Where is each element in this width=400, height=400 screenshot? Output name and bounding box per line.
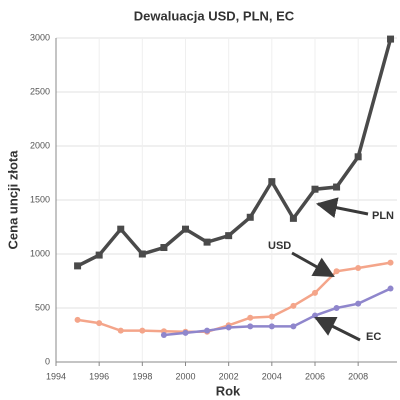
point — [268, 178, 276, 186]
point — [204, 327, 211, 334]
point — [160, 332, 167, 338]
x-tick-label: 2000 — [175, 371, 195, 381]
x-tick-label: 2006 — [305, 371, 325, 381]
point — [355, 265, 362, 272]
series-line — [77, 261, 391, 334]
point — [96, 320, 103, 327]
point — [246, 213, 254, 221]
y-tick-label: 1500 — [30, 194, 50, 204]
y-axis-label: Cena uncji złota — [5, 150, 20, 250]
point — [181, 225, 189, 233]
point — [117, 225, 125, 233]
point — [333, 268, 340, 275]
x-axis-label: Rok — [216, 383, 241, 398]
annotation: EC — [366, 331, 381, 343]
point — [139, 327, 146, 334]
annotations: PLN USD EC — [268, 197, 394, 343]
y-tick-label: 1000 — [30, 248, 50, 258]
y-tick-label: 500 — [35, 302, 50, 312]
point — [74, 262, 82, 270]
point — [138, 250, 146, 258]
arrow — [315, 197, 369, 219]
annotation: PLN — [372, 210, 394, 222]
series-line — [163, 287, 392, 337]
arrow — [291, 251, 335, 278]
point — [95, 251, 103, 259]
x-tick-label: 1996 — [89, 371, 109, 381]
chart-title: Dewaluacja USD, PLN, EC — [134, 8, 295, 23]
point — [225, 324, 232, 331]
point — [387, 259, 394, 266]
point — [203, 238, 211, 246]
x-tick-label: 1998 — [132, 371, 152, 381]
point — [247, 323, 254, 330]
point — [247, 314, 254, 321]
plot-area: 0 500 1000 1500 2000 2500 3000 1994 1996 1998 2000… — [30, 32, 397, 381]
point — [333, 183, 341, 191]
arrow — [314, 316, 361, 342]
point — [354, 153, 362, 161]
point — [268, 323, 275, 330]
point — [333, 305, 340, 311]
point — [225, 232, 233, 240]
y-tick-label: 2500 — [30, 86, 50, 96]
point — [311, 289, 318, 296]
point — [387, 285, 394, 292]
point — [290, 302, 297, 309]
point — [117, 327, 124, 334]
point — [160, 244, 168, 252]
point — [182, 329, 189, 336]
x-tick-label: 1994 — [46, 371, 66, 381]
y-tick-label: 2000 — [30, 140, 50, 150]
point — [387, 35, 395, 43]
point — [311, 185, 319, 193]
y-tick-label: 0 — [45, 356, 50, 366]
point — [290, 323, 297, 330]
y-tick-label: 3000 — [30, 32, 50, 42]
annotation: USD — [268, 240, 291, 252]
point — [74, 316, 81, 323]
x-tick-label: 2008 — [348, 371, 368, 381]
point — [355, 300, 362, 307]
series-line — [76, 38, 393, 268]
point — [268, 313, 275, 320]
point — [289, 214, 297, 222]
x-tick-label: 2002 — [219, 371, 239, 381]
x-tick-label: 2004 — [262, 371, 282, 381]
